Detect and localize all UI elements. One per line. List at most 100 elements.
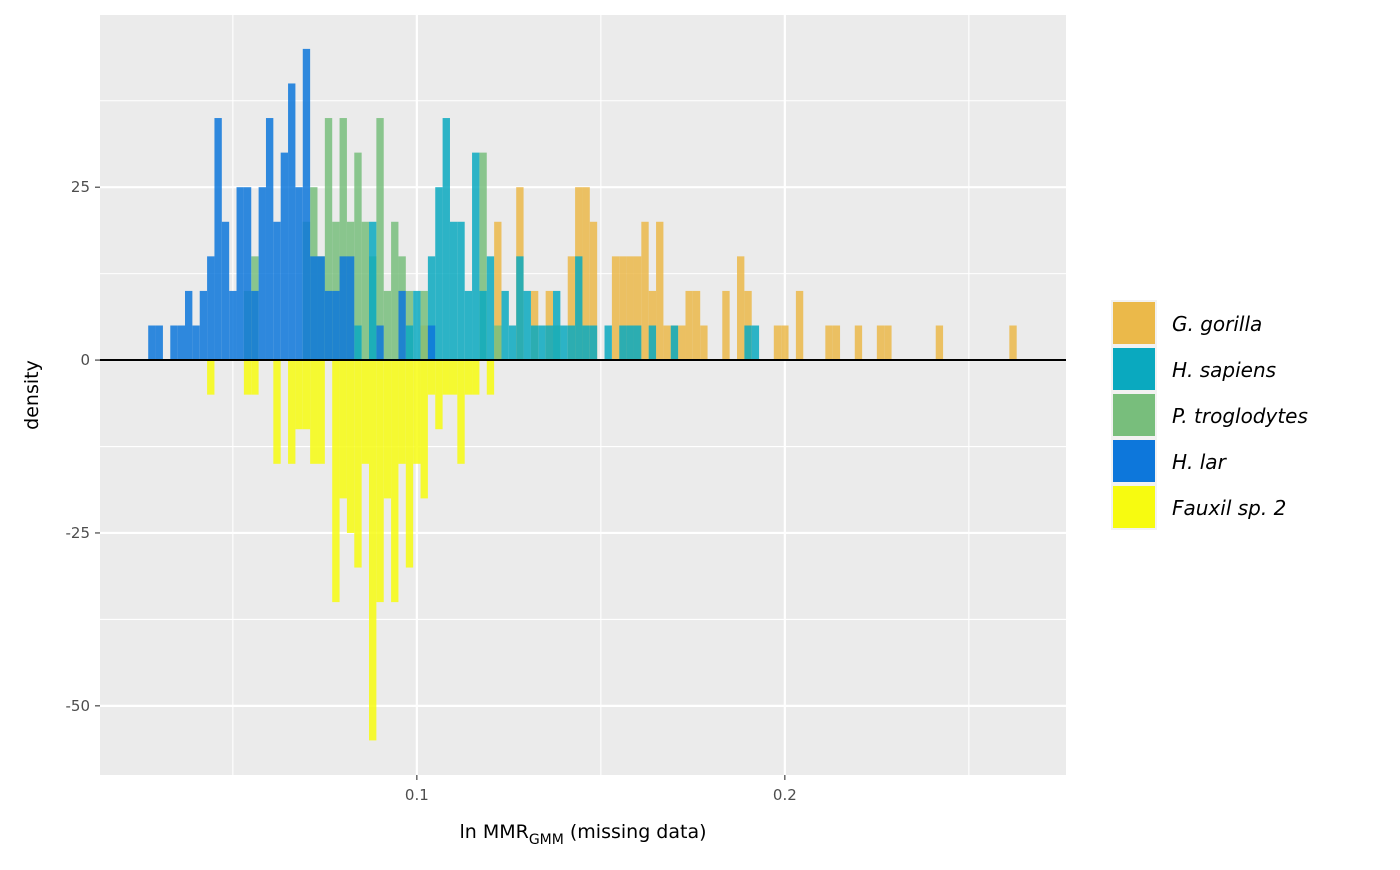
bar-fauxil-sp-2 <box>332 360 340 603</box>
bar-h-sapiens <box>435 187 443 361</box>
x-axis-title: ln MMRGMM (missing data) <box>459 821 706 848</box>
bar-h-lar <box>148 325 156 361</box>
bar-g-gorilla <box>619 256 627 361</box>
bar-h-sapiens <box>457 221 465 361</box>
bar-h-sapiens <box>567 325 576 361</box>
bar-p-troglodytes <box>324 118 333 361</box>
bar-h-sapiens <box>413 290 421 361</box>
bar-h-lar <box>280 152 289 361</box>
bar-h-lar <box>185 290 193 361</box>
bar-h-sapiens <box>530 325 539 361</box>
bar-h-sapiens <box>626 325 634 361</box>
legend-swatch <box>1113 486 1155 528</box>
bar-g-gorilla <box>567 256 576 361</box>
bar-h-lar <box>199 290 208 361</box>
bar-g-gorilla <box>530 290 539 361</box>
x-axis: 0.1 0.2 <box>405 775 797 804</box>
legend-label: H. sapiens <box>1172 358 1276 382</box>
bar-fauxil-sp-2 <box>310 360 318 464</box>
bar-p-troglodytes <box>391 221 399 361</box>
bar-h-sapiens <box>501 290 509 361</box>
bar-h-lar <box>332 290 340 361</box>
bar-fauxil-sp-2 <box>207 360 215 395</box>
x-axis-title-suffix: (missing data) <box>564 821 707 843</box>
bar-fauxil-sp-2 <box>251 360 259 395</box>
legend-swatch <box>1113 440 1155 482</box>
x-tick-label: 0.1 <box>405 786 429 804</box>
bar-fauxil-sp-2 <box>486 360 495 395</box>
bar-h-sapiens <box>427 256 436 361</box>
bar-g-gorilla <box>633 256 642 361</box>
bar-fauxil-sp-2 <box>376 360 384 603</box>
bar-h-sapiens <box>369 221 377 361</box>
bar-g-gorilla <box>825 325 833 361</box>
bar-h-lar <box>295 187 303 361</box>
bar-h-lar <box>398 290 406 361</box>
bar-g-gorilla <box>737 256 745 361</box>
bar-h-lar <box>251 290 259 361</box>
bar-h-sapiens <box>442 118 450 361</box>
bar-h-lar <box>236 187 244 361</box>
bar-h-sapiens <box>582 325 590 361</box>
bar-h-sapiens <box>560 325 568 361</box>
bar-h-lar <box>258 187 266 361</box>
bar-fauxil-sp-2 <box>427 360 436 395</box>
bar-h-lar <box>207 256 215 361</box>
y-tick-label: -50 <box>66 697 91 715</box>
bar-h-sapiens <box>464 290 473 361</box>
legend: G. gorilla H. sapiens P. troglodytes H. lar… <box>1111 300 1308 530</box>
y-tick-label: 0 <box>80 351 90 369</box>
bar-h-sapiens <box>744 325 752 361</box>
y-tick-label: -25 <box>66 524 91 542</box>
x-axis-title-sub: GMM <box>529 832 564 848</box>
bar-h-lar <box>346 256 355 361</box>
bar-h-lar <box>288 83 296 361</box>
bar-g-gorilla <box>494 221 502 361</box>
bar-g-gorilla <box>648 290 657 361</box>
x-tick-label: 0.2 <box>773 786 797 804</box>
plot-panel <box>100 15 1066 775</box>
bar-h-sapiens <box>538 325 546 361</box>
bar-h-sapiens <box>449 221 458 361</box>
x-axis-title-main: ln MMR <box>459 821 528 843</box>
bar-g-gorilla <box>781 325 789 361</box>
bar-g-gorilla <box>582 187 590 361</box>
legend-label: G. gorilla <box>1172 312 1262 336</box>
bar-h-sapiens <box>479 290 487 361</box>
bar-p-troglodytes <box>479 152 487 361</box>
bar-h-lar <box>376 325 384 361</box>
bar-fauxil-sp-2 <box>464 360 473 395</box>
bar-p-troglodytes <box>354 152 362 361</box>
bar-h-sapiens <box>553 290 561 361</box>
bar-fauxil-sp-2 <box>354 360 362 568</box>
bar-h-sapiens <box>405 325 414 361</box>
bar-g-gorilla <box>876 325 885 361</box>
bar-h-sapiens <box>633 325 642 361</box>
bar-g-gorilla <box>854 325 863 361</box>
bar-g-gorilla <box>589 221 598 361</box>
bar-fauxil-sp-2 <box>398 360 406 464</box>
bar-g-gorilla <box>722 290 730 361</box>
bar-h-lar <box>302 48 311 361</box>
y-tick-label: 25 <box>71 178 90 196</box>
bar-h-lar <box>427 325 436 361</box>
bar-g-gorilla <box>545 290 554 361</box>
legend-label: H. lar <box>1172 450 1228 474</box>
bar-fauxil-sp-2 <box>449 360 458 395</box>
bar-h-lar <box>273 221 281 361</box>
bar-h-lar <box>229 290 237 361</box>
bar-p-troglodytes <box>383 290 392 361</box>
bar-g-gorilla <box>744 290 752 361</box>
bar-h-lar <box>339 256 347 361</box>
bar-h-lar <box>192 325 200 361</box>
bar-h-sapiens <box>648 325 657 361</box>
bar-h-sapiens <box>751 325 760 361</box>
bar-fauxil-sp-2 <box>339 360 347 499</box>
bar-h-sapiens <box>619 325 627 361</box>
bar-fauxil-sp-2 <box>413 360 421 464</box>
bar-h-sapiens <box>472 152 480 361</box>
bar-h-sapiens <box>516 256 524 361</box>
bar-fauxil-sp-2 <box>369 360 377 741</box>
bar-g-gorilla <box>678 325 686 361</box>
